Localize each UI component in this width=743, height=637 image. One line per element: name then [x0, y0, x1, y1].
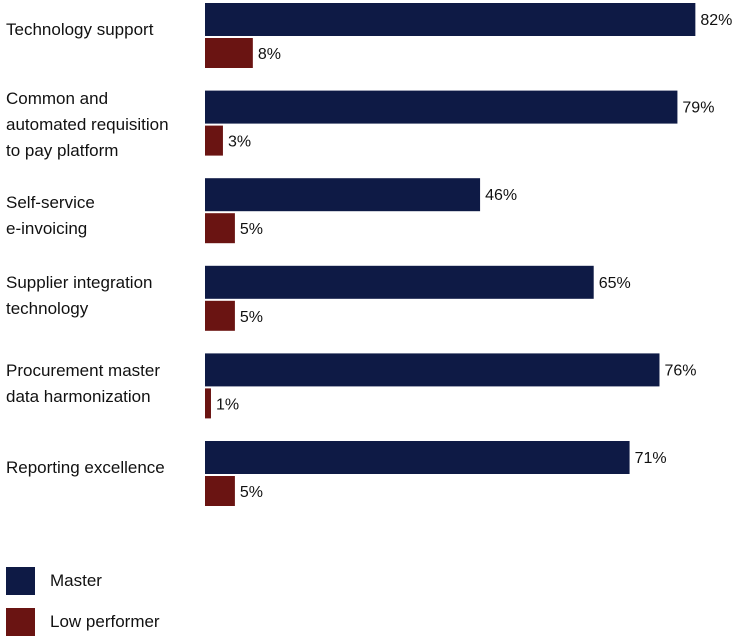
- data-label-low-performer-3: 5%: [240, 309, 263, 326]
- data-label-low-performer-5: 5%: [240, 484, 263, 501]
- bar-low-performer-3: [205, 300, 235, 331]
- bar-low-performer-2: [205, 213, 235, 244]
- data-label-master-3: 65%: [599, 275, 631, 292]
- bar-master-1: [205, 90, 678, 124]
- bar-low-performer-5: [205, 476, 235, 506]
- legend-swatch-0: [6, 567, 35, 595]
- data-label-master-1: 79%: [682, 100, 714, 117]
- legend-label-1: Low performer: [50, 612, 160, 631]
- bar-master-3: [205, 265, 594, 299]
- legend-swatch-1: [6, 608, 35, 636]
- bar-low-performer-4: [205, 388, 211, 419]
- data-label-low-performer-4: 1%: [216, 396, 239, 413]
- data-label-master-2: 46%: [485, 187, 517, 204]
- bar-low-performer-0: [205, 38, 253, 68]
- bar-low-performer-1: [205, 125, 223, 156]
- category-label-2: Self-service e-invoicing: [6, 193, 95, 238]
- category-label-4: Procurement master data harmonization: [6, 361, 160, 406]
- data-label-master-0: 82%: [700, 12, 732, 29]
- data-label-low-performer-0: 8%: [258, 46, 281, 63]
- legend-label-0: Master: [50, 571, 102, 590]
- bar-master-2: [205, 178, 481, 212]
- data-label-master-4: 76%: [664, 362, 696, 379]
- category-label-1: Common and automated requisition to pay …: [6, 89, 169, 160]
- category-label-0: Technology support: [6, 20, 154, 39]
- bar-master-0: [205, 3, 696, 36]
- data-label-master-5: 71%: [635, 450, 667, 467]
- category-label-5: Reporting excellence: [6, 458, 165, 477]
- data-label-low-performer-2: 5%: [240, 221, 263, 238]
- category-label-3: Supplier integration technology: [6, 273, 153, 318]
- data-label-low-performer-1: 3%: [228, 134, 251, 151]
- bar-master-4: [205, 353, 660, 387]
- bar-master-5: [205, 441, 630, 474]
